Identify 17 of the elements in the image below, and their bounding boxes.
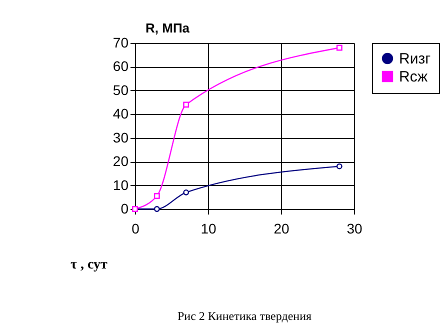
text: Рис 2 Кинетика твердения <box>177 309 312 323</box>
y-tick-label: 0 <box>120 200 129 216</box>
legend-label: Rизг <box>399 50 432 68</box>
y-axis-title: R, МПа <box>146 20 190 36</box>
y-tick-label: 60 <box>112 58 129 74</box>
x-axis-title: τ , сут <box>70 258 108 272</box>
x-tick-label: 30 <box>346 220 362 236</box>
y-tick-label: 40 <box>112 106 129 122</box>
y-tick-label: 20 <box>112 153 129 170</box>
x-tick-label: 0 <box>132 220 140 236</box>
x-tick-label: 10 <box>200 220 216 236</box>
legend-label: Rсж <box>399 68 428 86</box>
x-tick-label: 20 <box>274 220 290 236</box>
y-tick-label: 30 <box>112 129 129 146</box>
y-tick-label: 10 <box>112 176 129 193</box>
y-tick-label: 50 <box>112 82 129 98</box>
y-tick-label: 70 <box>112 34 129 50</box>
